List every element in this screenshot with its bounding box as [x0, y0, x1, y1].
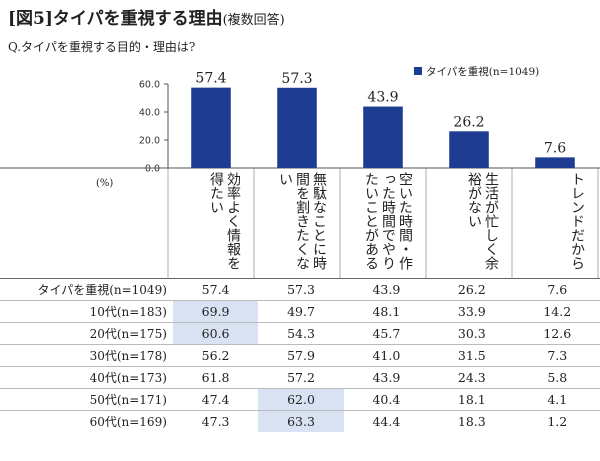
table-row: タイパを重視(n=1049) 57.4 57.3 43.9 26.2 7.6 [0, 278, 600, 301]
category-label: 生活が忙しく余裕がない [466, 172, 499, 270]
table-cell: 63.3 [258, 410, 344, 432]
table-cell: 14.2 [514, 300, 600, 323]
category-label: トレンドだから [569, 172, 585, 270]
table-cell: 47.3 [172, 410, 259, 432]
table-row: 20代(n=175) 60.6 54.3 45.7 30.3 12.6 [0, 322, 600, 345]
table-cell: 57.4 [172, 278, 259, 301]
table-cell: 30.3 [429, 322, 515, 345]
question-text: Q.タイパを重視する目的・理由は? [8, 40, 196, 54]
table-cell: 69.9 [172, 300, 259, 323]
row-label: 50代(n=171) [0, 388, 173, 411]
table-cell: 43.9 [343, 366, 430, 389]
bar [363, 106, 403, 168]
table-cell: 61.8 [172, 366, 259, 389]
table-cell: 48.1 [343, 300, 430, 323]
bar [535, 157, 575, 168]
legend-label: タイパを重視(n=1049) [426, 65, 539, 78]
table-row: 40代(n=173) 61.8 57.2 43.9 24.3 5.8 [0, 366, 600, 389]
figure-title-sub: (複数回答) [222, 13, 285, 28]
bar-value-label: 7.6 [544, 140, 566, 156]
y-tick-label: 0.0 [145, 164, 160, 175]
table-cell: 44.4 [343, 410, 430, 432]
table-cell: 40.4 [343, 388, 430, 411]
table-cell: 7.3 [514, 344, 600, 367]
row-label: 40代(n=173) [0, 366, 173, 389]
bar-chart: 0.0 20.0 40.0 60.0 57.4 57.3 43.9 26.2 7.6 タイパを重視… [0, 65, 600, 278]
legend-swatch [414, 67, 422, 75]
table-cell: 1.2 [514, 410, 600, 432]
table-cell: 41.0 [343, 344, 430, 367]
table-row: 60代(n=169) 47.3 63.3 44.4 18.3 1.2 [0, 410, 600, 432]
table-cell: 49.7 [258, 300, 344, 323]
bar-value-label: 57.4 [195, 71, 226, 87]
table-cell: 7.6 [514, 278, 600, 301]
bar-value-label: 57.3 [281, 71, 312, 87]
figure-title-main: [図5]タイパを重視する理由 [8, 9, 223, 29]
table-cell: 24.3 [429, 366, 515, 389]
unit-label: (%) [96, 178, 114, 189]
category-label: 無駄なことに時間を割きたくない [277, 172, 327, 270]
table-cell: 57.3 [258, 278, 344, 301]
table-row: 30代(n=178) 56.2 57.9 41.0 31.5 7.3 [0, 344, 600, 367]
row-label: 60代(n=169) [0, 410, 173, 432]
data-table: タイパを重視(n=1049) 57.4 57.3 43.9 26.2 7.6 10代(n=1… [0, 278, 600, 432]
row-label: 20代(n=175) [0, 322, 173, 345]
bar [277, 87, 317, 168]
table-cell: 56.2 [172, 344, 259, 367]
table-cell: 4.1 [514, 388, 600, 411]
table-cell: 57.2 [258, 366, 344, 389]
y-tick-label: 40.0 [139, 108, 160, 119]
table-cell: 33.9 [429, 300, 515, 323]
table-row: 50代(n=171) 47.4 62.0 40.4 18.1 4.1 [0, 388, 600, 411]
bar-value-label: 43.9 [367, 90, 398, 106]
table-row: 10代(n=183) 69.9 49.7 48.1 33.9 14.2 [0, 300, 600, 323]
bar [191, 87, 231, 168]
category-label: 空いた時間・作った時間でやりたいことがある [363, 172, 413, 270]
table-cell: 57.9 [258, 344, 344, 367]
table-cell: 45.7 [343, 322, 430, 345]
table-cell: 18.3 [429, 410, 515, 432]
table-cell: 60.6 [172, 322, 259, 345]
table-cell: 54.3 [258, 322, 344, 345]
table-cell: 5.8 [514, 366, 600, 389]
row-label: 10代(n=183) [0, 300, 173, 323]
table-cell: 43.9 [343, 278, 430, 301]
row-label: 30代(n=178) [0, 344, 173, 367]
figure-title: [図5]タイパを重視する理由(複数回答) [8, 4, 285, 29]
table-cell: 47.4 [172, 388, 259, 411]
bar [449, 131, 489, 168]
category-label: 効率よく情報を得たい [208, 172, 241, 270]
table-cell: 12.6 [514, 322, 600, 345]
row-label: タイパを重視(n=1049) [0, 278, 173, 301]
y-tick-label: 60.0 [139, 80, 160, 91]
table-cell: 62.0 [258, 388, 344, 411]
y-tick-label: 20.0 [139, 136, 160, 147]
table-cell: 26.2 [429, 278, 515, 301]
table-cell: 31.5 [429, 344, 515, 367]
table-cell: 18.1 [429, 388, 515, 411]
bar-value-label: 26.2 [453, 114, 484, 130]
